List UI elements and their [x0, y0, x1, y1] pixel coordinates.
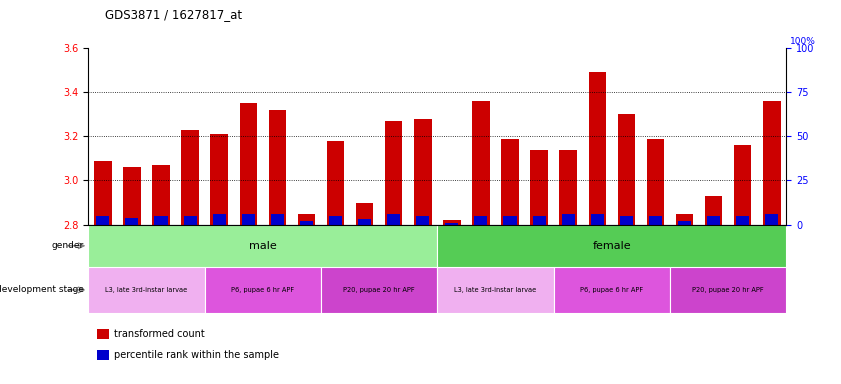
Bar — [562, 214, 574, 225]
Bar — [240, 103, 257, 225]
Bar — [472, 101, 489, 225]
Bar — [300, 221, 313, 225]
Bar — [501, 139, 519, 225]
Bar — [676, 214, 693, 225]
Text: P20, pupae 20 hr APF: P20, pupae 20 hr APF — [343, 287, 415, 293]
Text: percentile rank within the sample: percentile rank within the sample — [114, 350, 278, 360]
Text: GDS3871 / 1627817_at: GDS3871 / 1627817_at — [105, 8, 242, 21]
Bar — [123, 167, 140, 225]
Bar — [321, 267, 437, 313]
Bar — [531, 149, 547, 225]
Bar — [329, 216, 342, 225]
Bar — [387, 214, 400, 225]
Bar — [204, 267, 321, 313]
Bar — [678, 221, 691, 225]
Bar — [590, 214, 604, 225]
Bar — [707, 216, 720, 225]
Bar — [437, 267, 553, 313]
Bar — [553, 267, 670, 313]
Bar — [414, 119, 431, 225]
Bar — [705, 196, 722, 225]
Text: P20, pupae 20 hr APF: P20, pupae 20 hr APF — [692, 287, 764, 293]
Bar — [734, 145, 751, 225]
Bar — [504, 216, 516, 225]
Text: development stage: development stage — [0, 285, 84, 295]
Text: P6, pupae 6 hr APF: P6, pupae 6 hr APF — [580, 287, 643, 293]
Bar — [385, 121, 402, 225]
Bar — [446, 223, 458, 225]
Bar — [416, 216, 429, 225]
Bar — [183, 216, 197, 225]
Text: L3, late 3rd-instar larvae: L3, late 3rd-instar larvae — [454, 287, 537, 293]
Bar — [268, 110, 286, 225]
Bar — [474, 216, 488, 225]
Bar — [213, 214, 225, 225]
Bar — [443, 220, 461, 225]
Bar — [358, 219, 371, 225]
Bar — [559, 149, 577, 225]
Bar — [88, 267, 204, 313]
Text: P6, pupae 6 hr APF: P6, pupae 6 hr APF — [231, 287, 294, 293]
Bar — [271, 214, 284, 225]
Text: female: female — [593, 241, 631, 251]
Bar — [88, 225, 437, 267]
Bar — [532, 216, 546, 225]
Bar — [298, 214, 315, 225]
Bar — [94, 161, 112, 225]
Bar — [736, 216, 749, 225]
Bar — [620, 216, 633, 225]
Bar — [155, 216, 167, 225]
Text: 100%: 100% — [790, 37, 816, 46]
Bar — [125, 218, 139, 225]
Bar — [437, 225, 786, 267]
Bar — [241, 214, 255, 225]
Bar — [670, 267, 786, 313]
Text: gender: gender — [52, 241, 84, 250]
Bar — [97, 216, 109, 225]
Text: L3, late 3rd-instar larvae: L3, late 3rd-instar larvae — [105, 287, 188, 293]
Text: transformed count: transformed count — [114, 329, 204, 339]
Bar — [152, 165, 170, 225]
Bar — [763, 101, 780, 225]
Bar — [647, 139, 664, 225]
Bar — [327, 141, 344, 225]
Text: male: male — [249, 241, 277, 251]
Bar — [356, 203, 373, 225]
Bar — [649, 216, 662, 225]
Bar — [182, 130, 198, 225]
Bar — [617, 114, 635, 225]
Bar — [589, 72, 606, 225]
Bar — [210, 134, 228, 225]
Bar — [765, 214, 778, 225]
